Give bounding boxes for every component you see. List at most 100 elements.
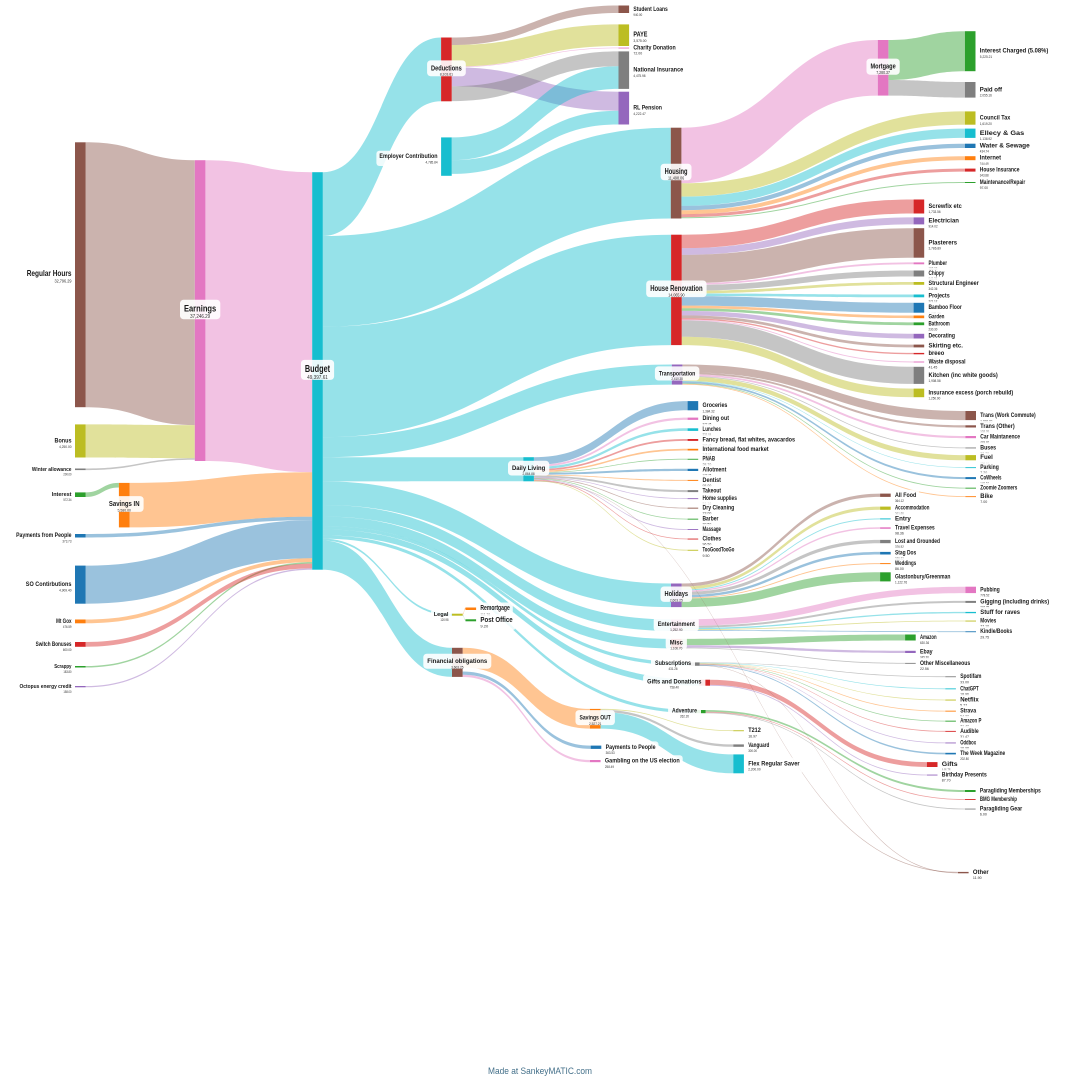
- svg-text:364.12: 364.12: [895, 499, 904, 503]
- svg-text:Plasterers: Plasterers: [929, 239, 958, 246]
- svg-text:373.73: 373.73: [62, 540, 71, 544]
- svg-text:T212: T212: [748, 727, 761, 734]
- svg-text:Garden: Garden: [929, 313, 945, 320]
- svg-text:Legal: Legal: [434, 612, 449, 618]
- svg-text:1,106.70: 1,106.70: [670, 647, 682, 651]
- svg-text:33.00: 33.00: [960, 680, 969, 684]
- svg-text:Housing: Housing: [665, 167, 688, 176]
- svg-text:Spotifam: Spotifam: [960, 673, 982, 680]
- svg-text:1,733.56: 1,733.56: [929, 210, 941, 214]
- svg-text:2,603.25: 2,603.25: [670, 598, 683, 603]
- svg-text:Stuff for raves: Stuff for raves: [980, 609, 1020, 616]
- svg-text:300.00: 300.00: [748, 749, 757, 753]
- svg-text:Lost and Grounded: Lost and Grounded: [895, 538, 940, 545]
- svg-text:RL Pension: RL Pension: [633, 105, 662, 112]
- svg-text:Plumber: Plumber: [929, 260, 948, 267]
- svg-text:BMG Membership: BMG Membership: [980, 796, 1017, 803]
- svg-text:2,410.38: 2,410.38: [671, 377, 682, 381]
- svg-text:Electrician: Electrician: [929, 217, 960, 224]
- svg-text:4,785.84: 4,785.84: [426, 160, 438, 164]
- svg-text:Flex Regular Saver: Flex Regular Saver: [748, 760, 800, 767]
- svg-text:PAYE: PAYE: [633, 32, 647, 39]
- svg-text:Weddings: Weddings: [895, 560, 917, 567]
- svg-text:Parking: Parking: [980, 464, 999, 471]
- svg-text:Kindle/Books: Kindle/Books: [980, 628, 1012, 635]
- svg-text:Misc: Misc: [670, 640, 683, 647]
- svg-text:11,498.06: 11,498.06: [668, 176, 685, 181]
- svg-text:Post Office: Post Office: [480, 617, 512, 624]
- svg-text:Switch Bonuses: Switch Bonuses: [36, 641, 72, 648]
- svg-text:Birthday Presents: Birthday Presents: [942, 772, 987, 779]
- svg-text:8,103.61: 8,103.61: [440, 72, 454, 77]
- svg-text:Regular Hours: Regular Hours: [27, 269, 72, 278]
- svg-text:1,619.20: 1,619.20: [980, 122, 992, 126]
- svg-text:97.00: 97.00: [980, 186, 988, 190]
- svg-text:2,527.21: 2,527.21: [589, 722, 601, 726]
- svg-text:SO Contirbutions: SO Contirbutions: [26, 581, 72, 588]
- svg-text:Gigging (including drinks): Gigging (including drinks): [980, 598, 1049, 605]
- svg-text:Structural Engineer: Structural Engineer: [929, 280, 980, 287]
- svg-text:271.12: 271.12: [929, 300, 938, 304]
- svg-text:345.36: 345.36: [920, 656, 929, 660]
- svg-text:Gifts: Gifts: [942, 761, 958, 768]
- svg-text:Screwfix etc: Screwfix etc: [929, 203, 963, 210]
- svg-text:5,580.00: 5,580.00: [118, 507, 132, 512]
- svg-text:2,200.00: 2,200.00: [748, 768, 760, 772]
- svg-text:1,138.92: 1,138.92: [980, 137, 992, 141]
- svg-text:1,250.00: 1,250.00: [929, 397, 941, 401]
- svg-text:3,786.89: 3,786.89: [929, 247, 941, 251]
- svg-text:Amazon: Amazon: [920, 634, 937, 641]
- svg-text:87.70: 87.70: [942, 779, 951, 783]
- svg-text:342.36: 342.36: [929, 287, 938, 291]
- svg-text:Savings OUT: Savings OUT: [580, 715, 612, 722]
- svg-text:CoWheels: CoWheels: [980, 475, 1002, 482]
- svg-text:158.00: 158.00: [63, 690, 71, 694]
- svg-text:98.36: 98.36: [895, 532, 904, 536]
- svg-text:breeo: breeo: [929, 350, 945, 357]
- svg-text:1,122.76: 1,122.76: [895, 581, 907, 585]
- svg-text:37,246.29: 37,246.29: [190, 314, 210, 320]
- svg-text:49,397.61: 49,397.61: [307, 375, 328, 381]
- svg-text:Dentist: Dentist: [703, 477, 722, 484]
- svg-text:International food market: International food market: [703, 446, 770, 453]
- svg-text:Octopus energy credit: Octopus energy credit: [20, 684, 72, 690]
- svg-text:14,065.90: 14,065.90: [668, 293, 685, 298]
- svg-text:Allotment: Allotment: [703, 466, 728, 473]
- svg-text:Water & Sewage: Water & Sewage: [980, 142, 1030, 149]
- svg-text:6.00: 6.00: [980, 813, 987, 817]
- svg-text:Payments from People: Payments from People: [16, 532, 72, 539]
- svg-text:41.45: 41.45: [929, 366, 938, 370]
- svg-text:476.59: 476.59: [63, 625, 72, 629]
- svg-text:4,475.98: 4,475.98: [633, 74, 645, 78]
- svg-text:3,575.00: 3,575.00: [633, 38, 647, 43]
- svg-text:Other: Other: [973, 869, 989, 876]
- svg-text:Paid off: Paid off: [980, 86, 1003, 93]
- svg-text:Bike: Bike: [980, 493, 993, 500]
- svg-text:Employer Contribution: Employer Contribution: [379, 153, 437, 160]
- svg-text:Trans (Work Commute): Trans (Work Commute): [980, 412, 1035, 419]
- svg-text:Amazon P: Amazon P: [960, 718, 981, 725]
- svg-text:1,384.32: 1,384.32: [703, 409, 715, 413]
- svg-text:2,864.88: 2,864.88: [523, 472, 535, 476]
- svg-text:Clothes: Clothes: [703, 536, 722, 543]
- svg-text:Adventure: Adventure: [672, 708, 697, 715]
- svg-text:431.26: 431.26: [668, 667, 677, 671]
- svg-text:Deductions: Deductions: [431, 63, 462, 72]
- svg-text:Vanguard: Vanguard: [748, 742, 769, 749]
- svg-text:96.50: 96.50: [703, 543, 712, 547]
- svg-text:Subscriptions: Subscriptions: [655, 660, 691, 667]
- svg-text:258.49: 258.49: [605, 765, 614, 769]
- svg-text:4,909.40: 4,909.40: [59, 589, 71, 593]
- svg-text:Bathroom: Bathroom: [929, 320, 950, 327]
- svg-text:5,225.21: 5,225.21: [980, 55, 992, 59]
- svg-text:Interest: Interest: [52, 492, 72, 498]
- svg-text:Travel Expenses: Travel Expenses: [895, 525, 935, 532]
- svg-text:Earnings: Earnings: [184, 304, 216, 315]
- svg-text:Buses: Buses: [980, 444, 996, 451]
- svg-text:Ebay: Ebay: [920, 648, 933, 655]
- svg-text:230.30: 230.30: [929, 327, 938, 331]
- svg-text:Transportation: Transportation: [659, 370, 696, 377]
- svg-text:Mt Gox: Mt Gox: [56, 618, 72, 625]
- svg-text:1,908.58: 1,908.58: [929, 379, 941, 383]
- svg-text:Movies: Movies: [980, 618, 996, 625]
